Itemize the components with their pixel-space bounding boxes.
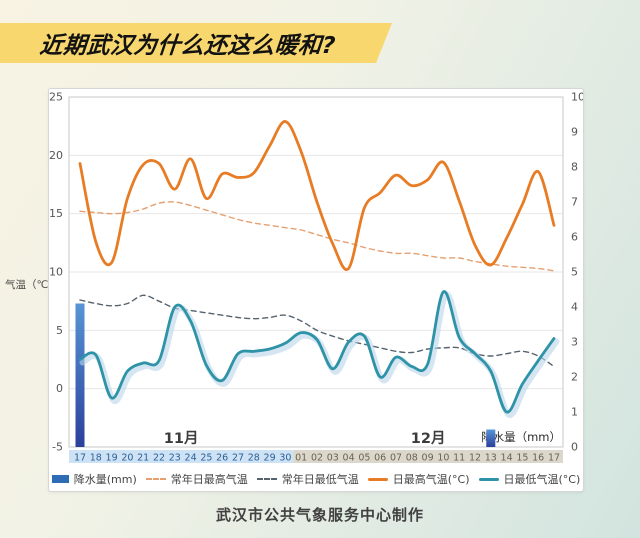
x-axis-date-label: 12: [469, 453, 481, 464]
x-axis-date-label: 04: [343, 453, 355, 464]
x-axis-date-label: 28: [248, 453, 260, 464]
x-axis-date-label: 22: [153, 453, 165, 464]
legend-item: 降水量(mm): [51, 471, 137, 487]
legend-item: 常年日最低气温: [256, 471, 359, 487]
x-axis-date-label: 17: [548, 453, 560, 464]
x-axis-date-label: 11: [453, 453, 465, 464]
right-axis-tick-label: 9: [571, 126, 578, 139]
precip-unit-label: 降水量（mm）: [481, 430, 561, 444]
x-axis-date-label: 19: [106, 453, 118, 464]
legend-label: 日最高气温(°C): [392, 473, 470, 486]
x-axis-date-label: 25: [200, 453, 212, 464]
x-axis-date-label: 01: [295, 453, 307, 464]
right-axis-tick-label: 6: [571, 231, 578, 244]
x-axis-date-label: 06: [374, 453, 386, 464]
right-axis-tick-label: 5: [571, 266, 578, 279]
legend-label: 日最低气温(°C): [503, 473, 581, 486]
month-label: 12月: [411, 430, 446, 447]
x-axis-date-label: 03: [327, 453, 339, 464]
legend-label: 常年日最高气温: [170, 473, 248, 486]
series-line: [79, 294, 555, 368]
x-axis-band: [69, 450, 294, 463]
x-axis-date-label: 14: [501, 453, 513, 464]
legend-bar-swatch: [51, 475, 69, 483]
left-axis-tick-label: 0: [56, 382, 63, 395]
x-axis-date-label: 16: [532, 453, 544, 464]
legend-line-swatch: [367, 477, 388, 481]
x-axis-date-label: 27: [232, 453, 244, 464]
x-axis-date-label: 08: [406, 453, 418, 464]
series-line: [78, 120, 556, 272]
x-axis-date-label: 24: [185, 453, 197, 464]
x-axis-date-label: 17: [74, 453, 86, 464]
title-banner: 近期武汉为什么还这么暖和?: [0, 23, 392, 63]
chart-legend: 降水量(mm) 常年日最高气温 常年日最低气温 日最高气温(°C) 日最低气温(°C): [49, 471, 583, 487]
x-axis-date-label: 30: [279, 453, 291, 464]
right-axis-tick-label: 7: [571, 196, 578, 209]
plot-border: [68, 96, 564, 448]
legend-item: 常年日最高气温: [145, 471, 248, 487]
x-axis-date-label: 26: [216, 453, 228, 464]
x-axis-date-label: 23: [169, 453, 181, 464]
month-label: 11月: [164, 430, 199, 447]
left-axis-tick-label: 10: [49, 266, 63, 279]
left-axis-unit-label: 气温（℃）: [5, 279, 59, 291]
legend-item: 日最高气温(°C): [367, 471, 470, 487]
legend-label: 常年日最低气温: [281, 473, 359, 486]
x-axis-date-label: 20: [121, 453, 133, 464]
right-axis-tick-label: 4: [571, 301, 578, 314]
x-axis-date-label: 29: [264, 453, 276, 464]
line-halo: [79, 291, 560, 418]
x-axis-date-label: 07: [390, 453, 402, 464]
page-title: 近期武汉为什么还这么暖和?: [38, 33, 337, 59]
legend-item: 日最低气温(°C): [478, 471, 581, 487]
left-axis-tick-label: 5: [56, 324, 63, 337]
legend-label: 降水量(mm): [73, 473, 137, 486]
legend-line-swatch: [478, 477, 499, 481]
chart-card: 25 20 15 10 5 0 -5 10 9 8 7 6 5 4 3 2 1 0 11月 12月 17 18 19 20 21…: [48, 88, 584, 492]
x-axis-band: [293, 450, 563, 463]
x-axis-date-label: 18: [90, 453, 102, 464]
x-axis-date-label: 21: [137, 453, 149, 464]
x-axis-date-label: 09: [422, 453, 434, 464]
x-axis-date-label: 13: [485, 453, 497, 464]
credit-caption: 武汉市公共气象服务中心制作: [215, 506, 424, 524]
left-axis-tick-label: 20: [49, 149, 63, 162]
x-axis-date-label: 02: [311, 453, 323, 464]
precip-bar: [75, 303, 85, 447]
right-axis-tick-label: 8: [571, 161, 578, 174]
right-axis-tick-label: 0: [571, 441, 578, 454]
right-axis-tick-label: 10: [571, 91, 583, 104]
legend-dashed-line-swatch: [256, 478, 277, 480]
x-axis-date-label: 15: [516, 453, 528, 464]
left-axis-tick-label: 25: [49, 91, 63, 104]
x-axis-date-label: 10: [437, 453, 449, 464]
series-line: [79, 201, 555, 272]
right-axis-tick-label: 2: [571, 371, 578, 384]
left-axis-tick-label: 15: [49, 207, 63, 220]
right-axis-tick-label: 1: [571, 406, 578, 419]
left-axis-tick-label: -5: [52, 441, 63, 454]
x-axis-date-label: 05: [358, 453, 370, 464]
precip-bar: [486, 429, 496, 447]
legend-dashed-line-swatch: [145, 478, 166, 480]
right-axis-tick-label: 3: [571, 336, 578, 349]
series-line: [78, 290, 556, 414]
